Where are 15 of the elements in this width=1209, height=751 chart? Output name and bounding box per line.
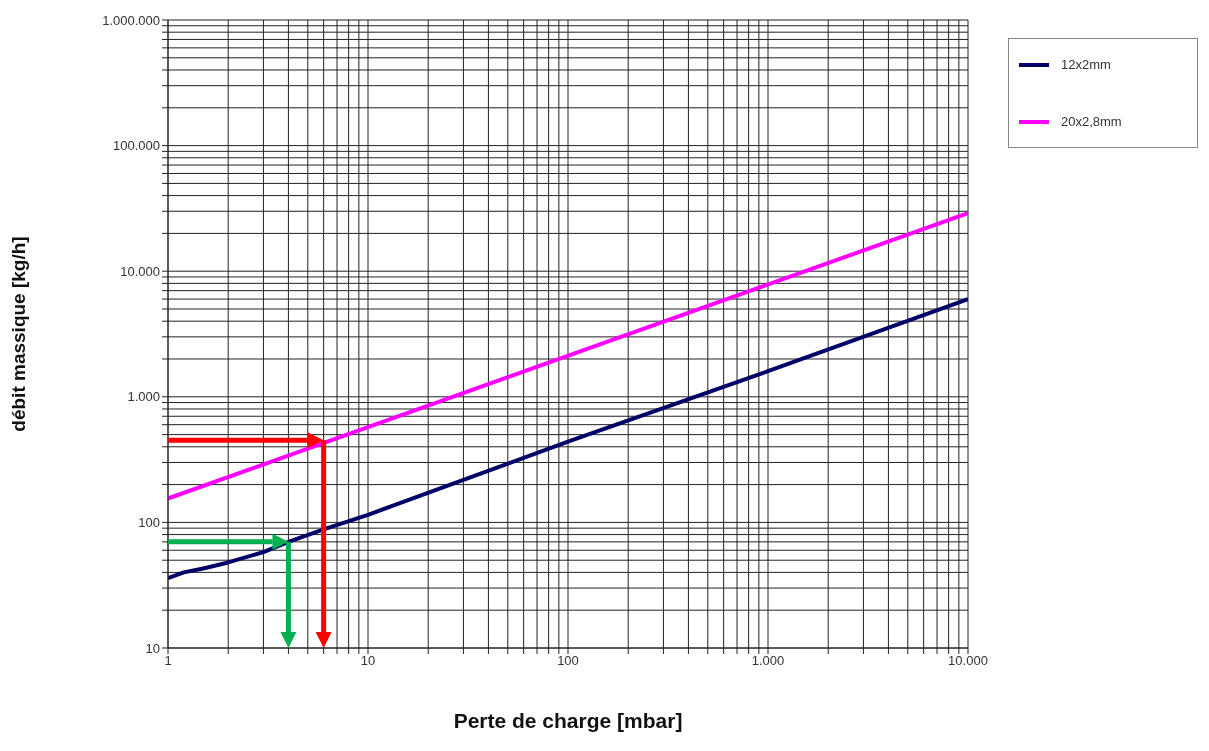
legend-label: 12x2mm	[1061, 57, 1111, 72]
y-tick-label: 100.000	[113, 138, 160, 154]
y-axis-title: débit massique [kg/h]	[7, 236, 29, 432]
y-tick-label: 1.000	[127, 389, 160, 405]
y-tick-label: 10.000	[120, 263, 160, 279]
x-tick-label: 1.000	[751, 653, 785, 669]
y-tick-label: 1.000.000	[102, 12, 160, 28]
x-tick-label: 10	[360, 653, 376, 669]
legend-label: 20x2,8mm	[1061, 114, 1122, 129]
x-tick-label: 100	[557, 653, 579, 669]
y-tick-label: 100	[138, 515, 160, 531]
x-axis-title: Perte de charge [mbar]	[453, 709, 683, 732]
y-tick-label: 10	[145, 640, 160, 656]
x-tick-label: 10.000	[948, 653, 988, 669]
x-tick-label: 1	[164, 653, 172, 669]
